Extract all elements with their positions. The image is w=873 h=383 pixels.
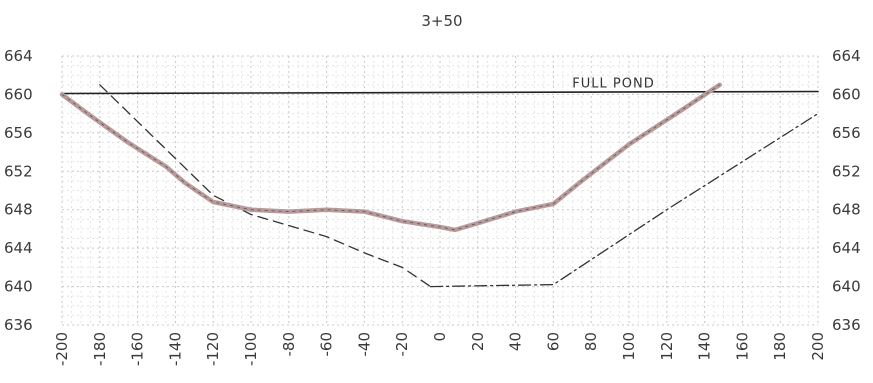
x-tick-label: -40 — [355, 332, 373, 357]
x-tick-label: -120 — [204, 332, 222, 366]
x-tick-label: -160 — [129, 332, 147, 366]
y-tick-label-left: 636 — [4, 316, 33, 334]
x-tick-label: 60 — [544, 332, 562, 351]
x-tick-label: -100 — [242, 332, 260, 366]
y-tick-label-left: 640 — [4, 278, 33, 296]
x-tick-label: -60 — [318, 332, 336, 357]
series-group — [59, 82, 819, 288]
x-tick-label: -200 — [53, 332, 71, 366]
x-tick-label: 120 — [658, 332, 676, 361]
series-solid-thick — [59, 82, 722, 233]
x-tick-label: 20 — [469, 332, 487, 351]
series-dash — [99, 84, 432, 288]
y-axis-left: 636 640 644 648 652 656 660 664 — [4, 47, 33, 334]
y-tick-label-left: 664 — [4, 47, 33, 65]
annotation-full-pond: FULL POND — [572, 77, 654, 92]
y-tick-label-right: 652 — [832, 162, 861, 180]
y-tick-label-left: 644 — [4, 239, 33, 257]
chart-title: 3+50 — [421, 12, 462, 30]
y-tick-label-right: 636 — [832, 316, 861, 334]
y-tick-label-right: 640 — [832, 278, 861, 296]
y-tick-label-right: 644 — [832, 239, 861, 257]
x-tick-label: -180 — [91, 332, 109, 366]
x-tick-label: 100 — [620, 332, 638, 361]
grid — [61, 55, 819, 326]
y-tick-label-right: 664 — [832, 47, 861, 65]
x-tick-label: -80 — [280, 332, 298, 357]
x-tick-label: 0 — [431, 332, 449, 342]
x-tick-label: 80 — [582, 332, 600, 351]
x-tick-label: -20 — [393, 332, 411, 357]
x-axis: -200 -180 -160 -140 -120 -100 -80 -60 -40 -20 0 20 4… — [53, 332, 827, 366]
x-tick-label: 140 — [696, 332, 714, 361]
y-tick-label-left: 656 — [4, 124, 33, 142]
series-dash-dot — [429, 112, 819, 288]
annotations: FULL POND — [572, 77, 654, 92]
y-tick-label-right: 660 — [832, 85, 861, 103]
x-tick-label: 40 — [507, 332, 525, 351]
y-tick-label-right: 648 — [832, 201, 861, 219]
x-tick-label: 180 — [771, 332, 789, 361]
x-tick-label: -140 — [166, 332, 184, 366]
x-tick-label: 160 — [733, 332, 751, 361]
series-full-pond — [61, 90, 819, 95]
y-tick-label-left: 648 — [4, 201, 33, 219]
y-tick-label-left: 652 — [4, 162, 33, 180]
y-tick-label-right: 656 — [832, 124, 861, 142]
y-tick-label-left: 660 — [4, 85, 33, 103]
y-axis-right: 636 640 644 648 652 656 660 664 — [832, 47, 861, 334]
series-ground-overlay — [61, 84, 720, 231]
x-tick-label: 200 — [809, 332, 827, 361]
